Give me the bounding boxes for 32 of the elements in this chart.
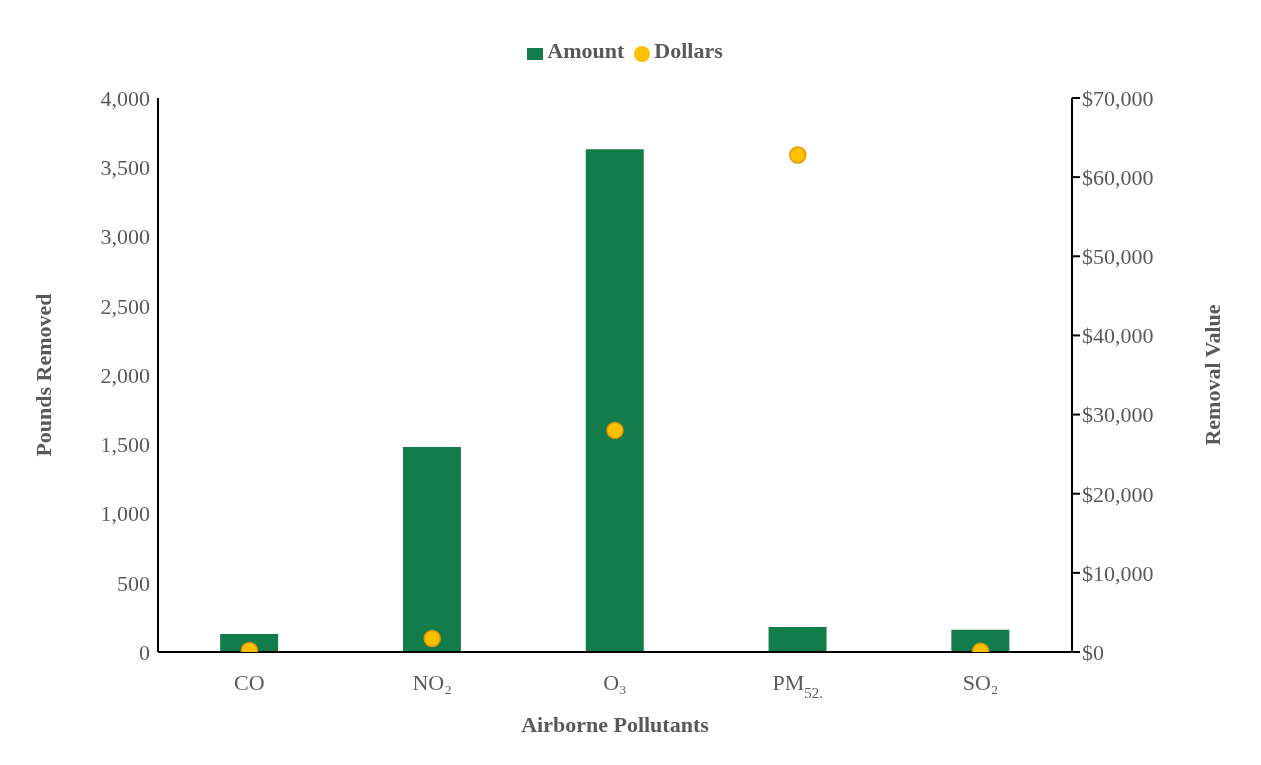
y2-axis-title: Removal Value: [1199, 304, 1225, 446]
y-tick-label: 2,500: [100, 293, 150, 319]
y2-tick-label: $40,000: [1082, 323, 1154, 349]
x-tick-label: NO₂: [412, 670, 452, 695]
bar: [951, 629, 1010, 652]
y2-tick-label: $10,000: [1082, 560, 1154, 586]
x-tick-label: SO₂: [962, 670, 999, 695]
legend-label: Amount: [547, 38, 625, 63]
bar: [402, 447, 461, 652]
x-tick-label: O₃: [603, 670, 627, 695]
y-tick-label: 1,000: [100, 501, 150, 527]
y2-tick-label: $60,000: [1082, 164, 1154, 190]
legend-label: Dollars: [654, 38, 723, 63]
y-tick-label: 0: [139, 639, 150, 665]
x-tick-label: CO: [234, 670, 265, 695]
y-tick-label: 3,500: [100, 155, 150, 181]
y2-tick-label: $30,000: [1082, 402, 1154, 428]
y2-tick-label: $20,000: [1082, 481, 1154, 507]
y2-tick-label: $0: [1082, 639, 1104, 665]
y-tick-label: 1,500: [100, 432, 150, 458]
point: [789, 146, 807, 164]
y2-tick-label: $50,000: [1082, 244, 1154, 270]
y-tick-label: 2,000: [100, 362, 150, 388]
y-tick-label: 500: [117, 570, 150, 596]
x-axis-title: Airborne Pollutants: [521, 712, 710, 737]
bar: [768, 627, 827, 652]
y-tick-label: 3,000: [100, 224, 150, 250]
y-axis-title: Pounds Removed: [30, 293, 56, 457]
x-tick-label: PM$_{52.}$: [772, 670, 824, 701]
y-tick-label: 4,000: [100, 85, 150, 111]
y2-tick-label: $70,000: [1082, 85, 1154, 111]
bar: [585, 149, 644, 652]
